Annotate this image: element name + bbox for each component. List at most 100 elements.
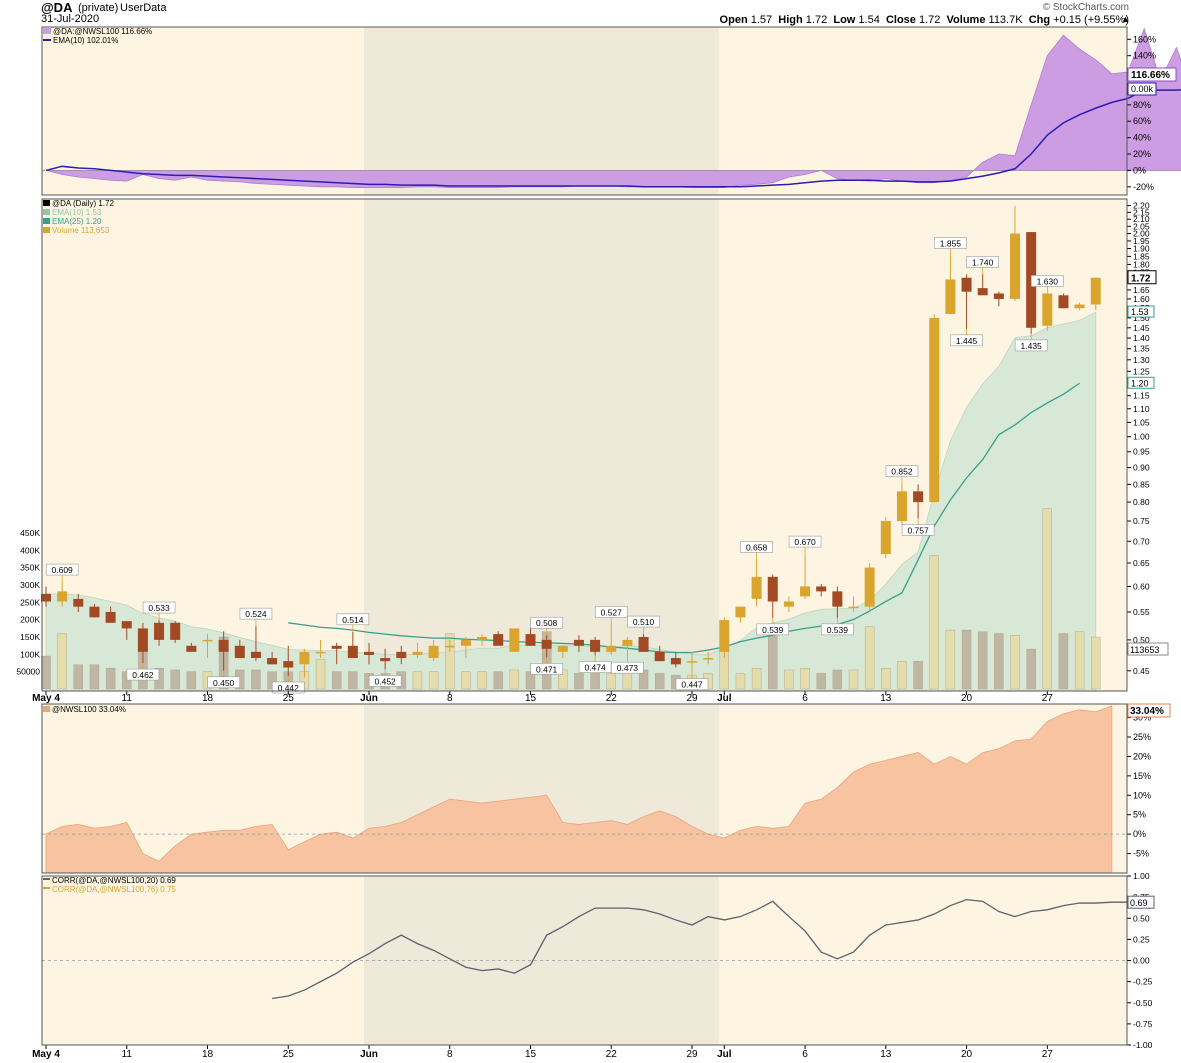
y-tick-label: 2.15 — [1133, 207, 1150, 217]
x-tick-label: 29 — [686, 693, 698, 704]
brand-label[interactable]: © StockCharts.com — [1042, 2, 1129, 13]
volume-bar — [1074, 631, 1085, 690]
y-tick-label: 2.00 — [1133, 229, 1150, 239]
volume-bar — [574, 673, 584, 690]
y-tick-label: 0.90 — [1133, 463, 1150, 473]
y-tick-label: 1.95 — [1133, 236, 1150, 246]
y-tick-label: 1.80 — [1133, 259, 1150, 269]
y-tick-label: 0.50 — [1133, 635, 1150, 645]
annotation-label: 0.533 — [148, 603, 170, 613]
annotation-box — [611, 661, 644, 674]
annotation-box — [239, 607, 273, 620]
month-shading-price — [364, 199, 720, 691]
candle-body — [121, 621, 132, 629]
volume-bar — [897, 661, 907, 690]
x-tick-label: 25 — [283, 1049, 295, 1060]
volume-bar — [170, 669, 180, 690]
price-last-label: 1.72 — [1131, 274, 1151, 285]
x-tick-label: 6 — [802, 1049, 808, 1060]
annotation-box — [821, 623, 854, 636]
legend-item: Volume 113,653 — [52, 226, 110, 235]
annotation-label: 0.508 — [536, 618, 558, 628]
annotation-box — [594, 606, 628, 618]
candle-body — [638, 636, 649, 652]
volume-tick-label: 150K — [20, 632, 40, 642]
candle-body — [299, 651, 310, 665]
candle-body — [1090, 277, 1101, 305]
x-tick-label: 8 — [447, 1049, 453, 1060]
candle-body — [993, 293, 1004, 299]
y-tick-label: 80% — [1133, 100, 1151, 110]
candle-body — [331, 645, 342, 649]
y-tick-label: 2.05 — [1133, 221, 1150, 231]
candle-body — [493, 634, 504, 646]
y-tick-label: 0.70 — [1133, 536, 1150, 546]
y-tick-label: -20% — [1133, 182, 1154, 192]
price-last-box — [1127, 270, 1157, 285]
y-tick-label: 0% — [1133, 829, 1146, 839]
y-tick-label: 5% — [1133, 810, 1146, 820]
y-tick-label: 1.10 — [1133, 404, 1150, 414]
annotation-label: 0.510 — [633, 617, 655, 627]
corr-last-label: 0.69 — [1130, 898, 1148, 908]
volume-bar — [73, 664, 84, 690]
annotation-label: 0.450 — [213, 678, 235, 688]
annotation-box — [207, 676, 240, 689]
volume-bar — [477, 671, 487, 690]
open-label: Open — [719, 14, 748, 26]
candle-body — [396, 651, 407, 659]
volume-bar — [315, 659, 326, 690]
candle-body — [477, 636, 488, 640]
x-tick-label: 15 — [525, 1049, 537, 1060]
annotation-label: 1.740 — [972, 257, 994, 267]
volume-bar — [348, 671, 358, 690]
candle-body — [541, 639, 552, 649]
candle-body — [412, 651, 423, 655]
candle-body — [347, 645, 358, 659]
annotation-box — [142, 601, 176, 614]
candle-body — [719, 620, 730, 652]
volume-bar — [913, 661, 923, 690]
annotation-box — [368, 675, 402, 687]
candle-body — [913, 491, 924, 503]
annotation-label: 0.757 — [907, 525, 929, 535]
candle-body — [137, 628, 148, 652]
y-tick-label: 0% — [1133, 165, 1146, 175]
x-tick-label: 22 — [606, 693, 618, 704]
chart-date: 31-Jul-2020 — [41, 13, 100, 25]
annotation-box — [1031, 275, 1064, 287]
volume-bar — [1058, 633, 1069, 690]
volume-last-label: 113653 — [1130, 645, 1159, 655]
y-tick-label: 2.10 — [1133, 214, 1150, 224]
x-tick-label: 20 — [961, 693, 973, 704]
y-tick-label: -0.25 — [1133, 977, 1153, 987]
candle-body — [703, 658, 714, 660]
annotation-box — [788, 535, 822, 548]
close-value: 1.72 — [918, 14, 941, 26]
volume-bar — [1026, 648, 1036, 690]
y-tick-label: 1.45 — [1133, 323, 1150, 333]
annotation-label: 0.471 — [536, 664, 558, 674]
volume-tick-label: 400K — [20, 545, 40, 555]
volume-bar — [945, 629, 956, 690]
chg-up-triangle-icon: ▲ — [1121, 14, 1130, 24]
legend-ema10: EMA(10) 102.01% — [53, 36, 118, 45]
candle-body — [154, 622, 165, 640]
annotation-box — [756, 623, 790, 636]
annotation-label: 1.855 — [940, 239, 962, 249]
legend-swatch — [43, 878, 50, 880]
candle-body — [735, 606, 746, 618]
x-tick-label: 25 — [283, 693, 295, 704]
y-tick-label: 0.00 — [1133, 956, 1150, 966]
panel-frame-relative — [41, 26, 1128, 196]
y-tick-label: 1.25 — [1133, 366, 1150, 376]
x-tick-label: 22 — [606, 1049, 618, 1060]
candle-body — [364, 651, 374, 655]
x-tick-label: May 4 — [32, 1049, 60, 1060]
candle-body — [816, 586, 827, 592]
volume-bar — [1042, 508, 1053, 690]
low-value: 1.54 — [858, 14, 880, 26]
y-tick-label: 10% — [1133, 790, 1151, 800]
volume-bar — [929, 555, 939, 690]
annotation-box — [901, 524, 935, 536]
